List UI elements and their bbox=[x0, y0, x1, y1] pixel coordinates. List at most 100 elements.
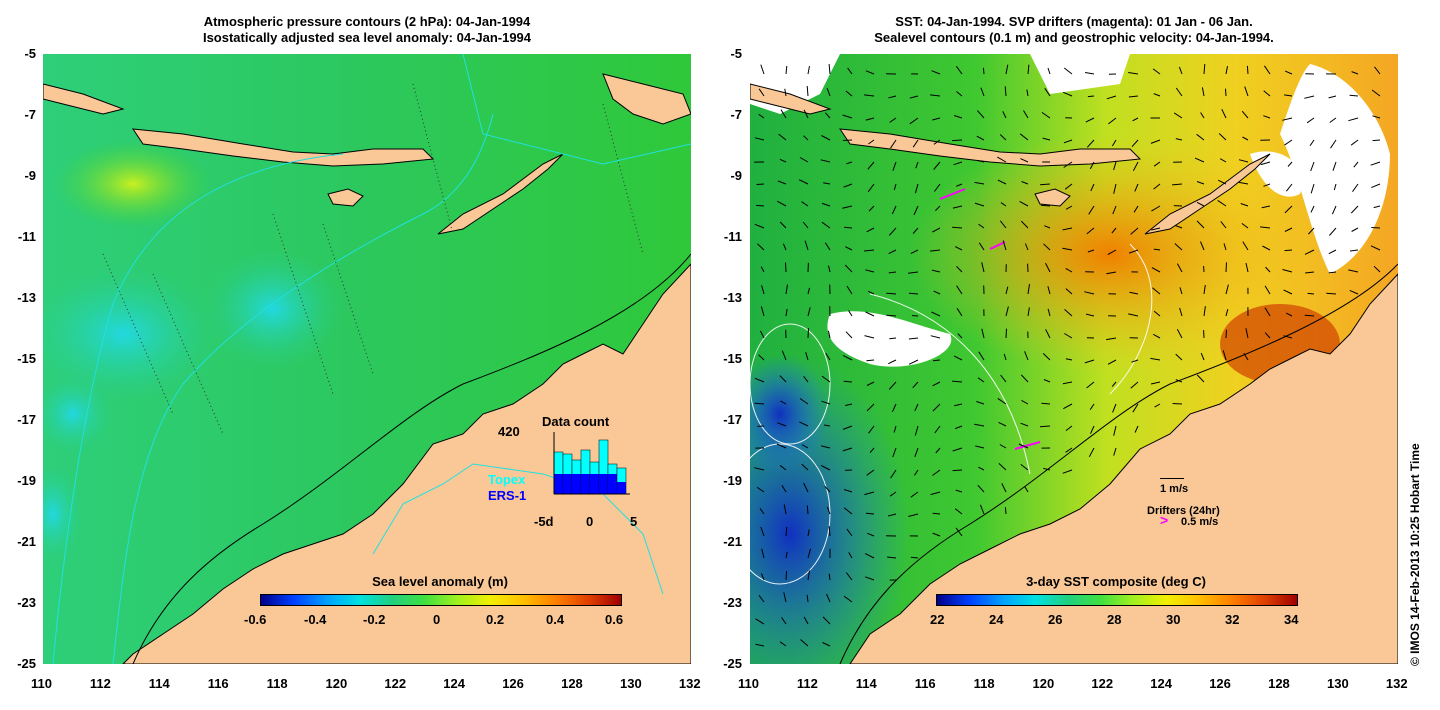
velocity-arrow bbox=[1111, 381, 1117, 387]
velocity-arrow bbox=[931, 70, 941, 75]
velocity-arrow bbox=[1043, 243, 1051, 251]
velocity-arrow bbox=[845, 331, 853, 339]
velocity-arrow bbox=[893, 183, 897, 191]
lon-tick-label: 112 bbox=[89, 676, 111, 691]
northeast-islands bbox=[602, 73, 691, 125]
velocity-arrow bbox=[1349, 249, 1359, 252]
velocity-arrow bbox=[866, 381, 875, 386]
velocity-arrow bbox=[1243, 352, 1249, 361]
velocity-arrow bbox=[914, 469, 919, 476]
lon-tick-label: 132 bbox=[1385, 676, 1408, 691]
velocity-arrow bbox=[1179, 307, 1183, 317]
right-title-line2: Sealevel contours (0.1 m) and geostrophi… bbox=[874, 30, 1274, 45]
velocity-arrow bbox=[1238, 159, 1249, 163]
velocity-arrow bbox=[1065, 205, 1073, 210]
velocity-arrow bbox=[1086, 139, 1095, 148]
velocity-arrow bbox=[1111, 227, 1117, 234]
velocity-arrow bbox=[779, 464, 787, 471]
velocity-arrow bbox=[864, 94, 875, 97]
velocity-arrow bbox=[756, 204, 765, 207]
velocity-arrow bbox=[1218, 133, 1227, 141]
velocity-arrow bbox=[806, 86, 809, 97]
velocity-arrow bbox=[1065, 358, 1073, 361]
velocity-arrow bbox=[1310, 183, 1315, 194]
velocity-arrow bbox=[1106, 337, 1117, 341]
velocity-arrow bbox=[822, 642, 831, 647]
velocity-arrow bbox=[980, 87, 985, 97]
bar-ers bbox=[572, 474, 581, 494]
velocity-arrow bbox=[828, 573, 831, 581]
velocity-arrow bbox=[779, 375, 787, 383]
velocity-arrow bbox=[998, 463, 1007, 471]
velocity-arrow bbox=[801, 463, 809, 471]
velocity-arrow bbox=[1370, 245, 1381, 251]
velocity-arrow bbox=[1044, 88, 1051, 97]
velocity-arrow bbox=[803, 135, 809, 141]
velocity-arrow bbox=[1240, 203, 1249, 207]
velocity-arrow bbox=[1196, 374, 1205, 383]
velocity-arrow bbox=[914, 447, 919, 457]
velocity-arrow bbox=[845, 246, 853, 251]
velocity-arrow bbox=[910, 556, 919, 559]
left-colorbar bbox=[260, 594, 622, 606]
velocity-arrow bbox=[978, 351, 985, 361]
velocity-arrow bbox=[1241, 222, 1249, 229]
velocity-arrow bbox=[1351, 71, 1359, 75]
velocity-arrow bbox=[1151, 205, 1161, 212]
velocity-arrow bbox=[888, 359, 897, 365]
velocity-arrow bbox=[1021, 399, 1029, 405]
velocity-arrow bbox=[756, 183, 765, 185]
velocity-arrow bbox=[1326, 292, 1337, 295]
velocity-arrow bbox=[1063, 67, 1073, 75]
velocity-arrow bbox=[807, 548, 812, 559]
velocity-arrow bbox=[823, 424, 831, 427]
velocity-arrow bbox=[1284, 249, 1293, 252]
left-cb-tick: -0.4 bbox=[304, 612, 327, 627]
velocity-arrow bbox=[1153, 161, 1161, 167]
velocity-arrow bbox=[1020, 422, 1029, 427]
velocity-arrow bbox=[1045, 262, 1051, 273]
velocity-arrow bbox=[865, 553, 875, 559]
velocity-arrow bbox=[1284, 227, 1293, 232]
velocity-arrow bbox=[754, 467, 765, 471]
velocity-arrow bbox=[1062, 227, 1073, 231]
left-cb-tick: 0 bbox=[433, 612, 441, 627]
velocity-arrow bbox=[1172, 403, 1183, 405]
velocity-arrow bbox=[1027, 307, 1030, 317]
velocity-arrow bbox=[976, 135, 985, 141]
velocity-arrow bbox=[1005, 286, 1009, 295]
inset-x-tick: 5 bbox=[630, 514, 638, 529]
velocity-arrow bbox=[777, 422, 787, 427]
velocity-arrow bbox=[997, 179, 1007, 185]
velocity-arrow bbox=[1044, 225, 1051, 229]
velocity-arrow bbox=[760, 64, 765, 75]
velocity-arrow bbox=[776, 443, 787, 449]
velocity-arrow bbox=[932, 359, 941, 362]
velocity-arrow bbox=[931, 269, 941, 273]
velocity-arrow bbox=[758, 354, 765, 361]
velocity-arrow bbox=[932, 532, 941, 537]
velocity-arrow bbox=[1018, 443, 1029, 449]
velocity-arrow bbox=[1307, 292, 1315, 295]
velocity-arrow bbox=[1152, 68, 1161, 75]
velocity-arrow bbox=[978, 242, 985, 251]
lat-tick-label: -11 bbox=[17, 229, 36, 244]
velocity-arrow bbox=[1219, 158, 1227, 163]
velocity-arrow bbox=[953, 115, 963, 119]
velocity-arrow bbox=[754, 402, 765, 405]
velocity-arrow bbox=[1200, 112, 1205, 119]
velocity-arrow bbox=[1040, 204, 1051, 207]
lat-tick-label: -11 bbox=[723, 229, 742, 244]
velocity-arrow bbox=[761, 548, 765, 559]
velocity-arrow bbox=[843, 507, 853, 515]
velocity-arrow bbox=[951, 139, 963, 142]
velocity-arrow bbox=[1305, 271, 1315, 274]
velocity-arrow bbox=[1024, 351, 1029, 361]
velocity-arrow bbox=[1217, 179, 1227, 185]
velocity-arrow bbox=[866, 403, 875, 412]
velocity-arrow bbox=[1132, 403, 1139, 413]
velocity-arrow bbox=[800, 639, 809, 647]
velocity-arrow bbox=[1242, 241, 1249, 251]
velocity-arrow bbox=[1263, 115, 1271, 119]
velocity-arrow bbox=[1244, 86, 1249, 97]
